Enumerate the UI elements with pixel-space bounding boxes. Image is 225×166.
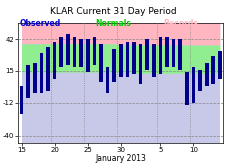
Bar bbox=[158, 37, 162, 74]
Bar bbox=[92, 37, 96, 65]
Bar bbox=[132, 42, 135, 74]
Bar bbox=[20, 86, 23, 114]
Bar bbox=[46, 47, 50, 91]
Bar bbox=[151, 44, 155, 77]
Text: Normals: Normals bbox=[95, 19, 130, 28]
Bar bbox=[26, 65, 30, 98]
Bar bbox=[145, 39, 148, 70]
Bar bbox=[72, 37, 76, 67]
Bar bbox=[86, 39, 89, 72]
Bar bbox=[138, 44, 142, 84]
Bar bbox=[125, 42, 129, 77]
Bar bbox=[171, 39, 175, 67]
Bar bbox=[178, 39, 181, 70]
Bar bbox=[79, 39, 83, 67]
Bar bbox=[33, 63, 36, 93]
Bar bbox=[211, 56, 214, 84]
X-axis label: January 2013: January 2013 bbox=[95, 154, 146, 163]
Bar bbox=[118, 44, 122, 77]
Bar bbox=[112, 49, 115, 82]
Bar bbox=[197, 70, 201, 91]
Text: Observed: Observed bbox=[20, 19, 61, 28]
Bar bbox=[53, 42, 56, 79]
Bar bbox=[191, 67, 194, 103]
Bar bbox=[204, 63, 208, 86]
Text: KLAR Current 31 Day Period: KLAR Current 31 Day Period bbox=[50, 7, 176, 16]
Bar bbox=[59, 37, 63, 67]
Bar bbox=[184, 72, 188, 105]
Bar bbox=[99, 44, 102, 82]
Bar bbox=[39, 53, 43, 93]
Bar bbox=[217, 51, 221, 79]
Bar bbox=[66, 35, 69, 65]
Bar bbox=[105, 67, 109, 93]
Bar bbox=[164, 37, 168, 67]
Text: Records: Records bbox=[163, 19, 197, 28]
